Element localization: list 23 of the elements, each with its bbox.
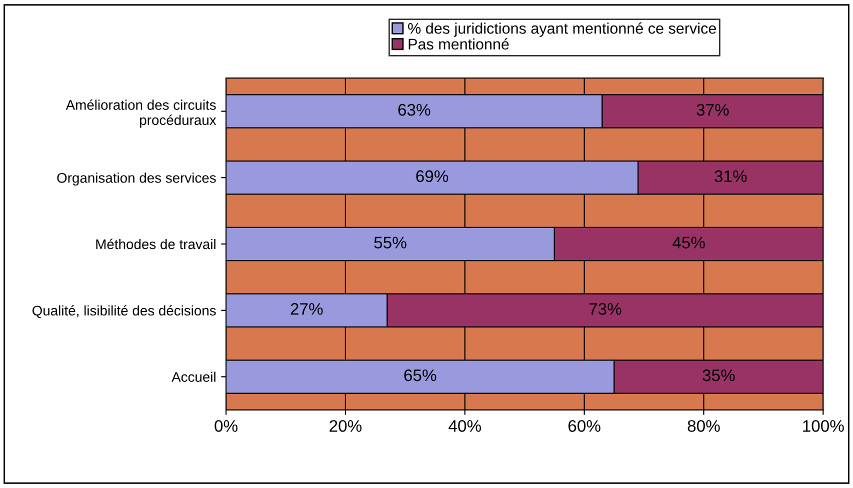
x-tick-label: 20% [330,420,362,432]
data-label: 63% [398,104,430,116]
x-tick-label: 60% [568,420,600,432]
y-tick-label: Méthodes de travail [96,238,216,250]
data-label: 35% [702,369,735,382]
data-label: 27% [290,303,323,315]
data-label: 37% [696,104,729,116]
data-label: 31% [714,170,747,182]
y-tick-label: Organisation des services [57,172,216,186]
data-label: 73% [589,303,622,315]
data-label: 55% [374,236,406,248]
x-tick-label: 100% [803,420,844,432]
legend-label: % des juridictions ayant mentionné ce service [408,22,716,37]
x-tick-label: 40% [448,420,481,432]
x-tick-label: 0% [214,420,238,432]
legend-label: Pas mentionné [408,38,509,50]
y-tick-label: Amélioration des circuits procéduraux [66,100,216,128]
data-label: 69% [416,170,448,182]
data-label: 45% [672,236,705,248]
y-tick-label: Qualité, lisibilité des décisions [32,305,216,318]
data-label: 65% [404,369,436,382]
y-tick-label: Accueil [172,372,216,382]
x-tick-label: 80% [688,420,720,432]
